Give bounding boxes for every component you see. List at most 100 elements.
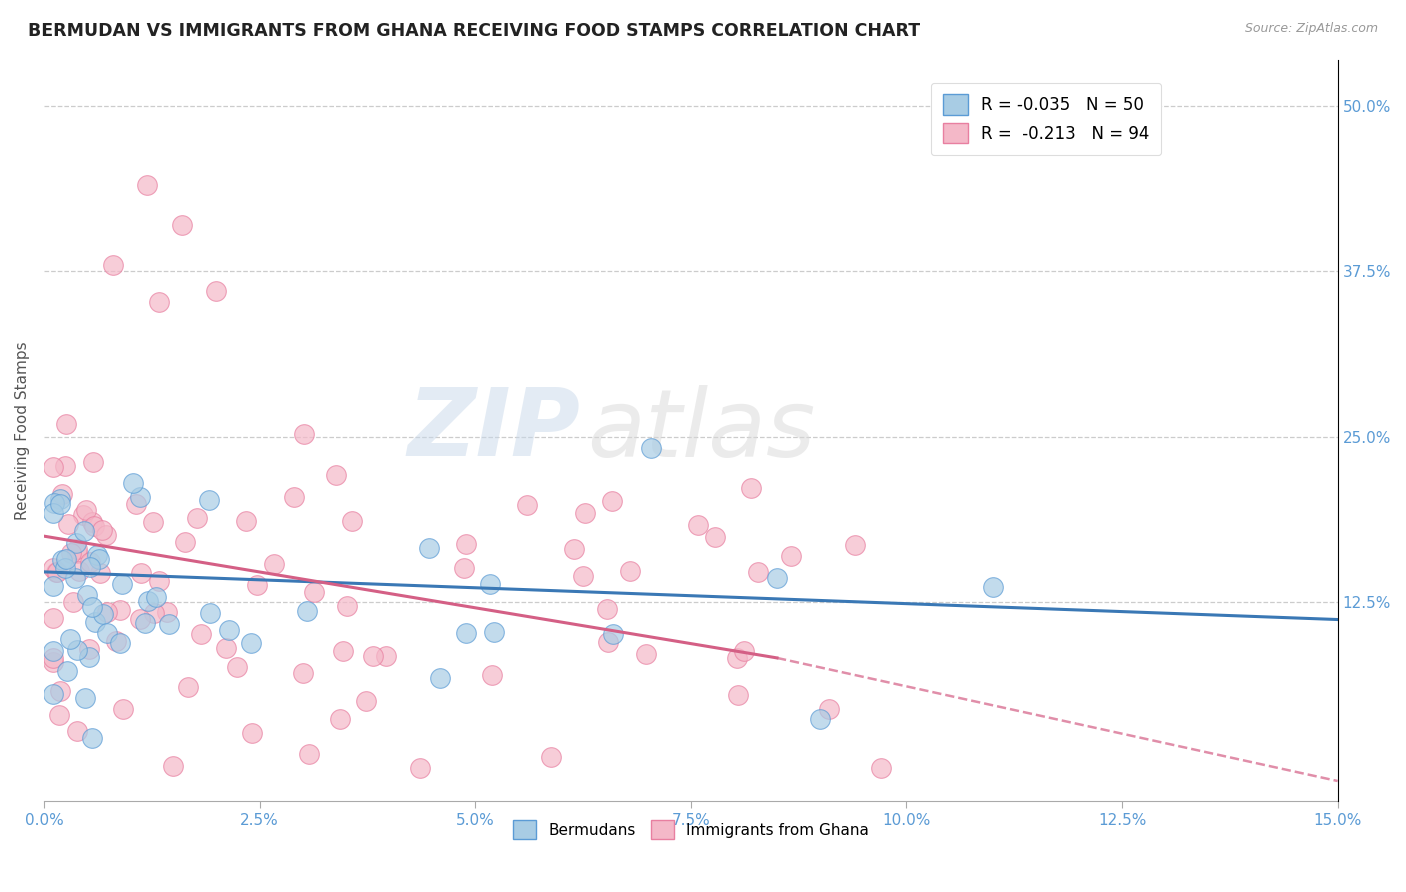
- Point: [640, 442, 662, 456]
- Point: [94, 528, 117, 542]
- Legend: Bermudans, Immigrants from Ghana: Bermudans, Immigrants from Ghana: [506, 814, 875, 845]
- Point: [46, 565, 69, 579]
- Point: [105, 633, 128, 648]
- Point: [218, 624, 240, 638]
- Point: [263, 557, 285, 571]
- Point: [75, 690, 97, 705]
- Point: [55, 561, 77, 575]
- Text: atlas: atlas: [588, 384, 815, 475]
- Point: [361, 649, 384, 664]
- Point: [112, 702, 135, 716]
- Point: [602, 494, 624, 508]
- Point: [136, 178, 159, 193]
- Point: [79, 554, 101, 568]
- Point: [41, 644, 63, 658]
- Point: [170, 218, 193, 232]
- Point: [148, 295, 170, 310]
- Point: [235, 514, 257, 528]
- Point: [225, 660, 247, 674]
- Point: [86, 548, 108, 562]
- Point: [48, 491, 70, 506]
- Point: [41, 579, 63, 593]
- Point: [292, 666, 315, 681]
- Point: [41, 687, 63, 701]
- Point: [540, 750, 562, 764]
- Point: [844, 538, 866, 552]
- Point: [41, 611, 63, 625]
- Point: [145, 591, 167, 605]
- Point: [354, 694, 377, 708]
- Point: [82, 455, 104, 469]
- Point: [90, 523, 112, 537]
- Y-axis label: Receiving Food Stamps: Receiving Food Stamps: [15, 341, 30, 519]
- Point: [766, 571, 789, 585]
- Point: [190, 627, 212, 641]
- Point: [66, 541, 89, 556]
- Point: [283, 491, 305, 505]
- Point: [174, 535, 197, 549]
- Point: [981, 580, 1004, 594]
- Point: [77, 641, 100, 656]
- Point: [53, 458, 76, 473]
- Point: [41, 655, 63, 669]
- Text: BERMUDAN VS IMMIGRANTS FROM GHANA RECEIVING FOOD STAMPS CORRELATION CHART: BERMUDAN VS IMMIGRANTS FROM GHANA RECEIV…: [28, 22, 921, 40]
- Point: [725, 650, 748, 665]
- Point: [91, 607, 114, 621]
- Point: [41, 460, 63, 475]
- Point: [66, 642, 89, 657]
- Point: [454, 626, 477, 640]
- Point: [62, 594, 84, 608]
- Point: [780, 549, 803, 563]
- Point: [56, 664, 79, 678]
- Point: [740, 481, 762, 495]
- Point: [76, 588, 98, 602]
- Point: [329, 712, 352, 726]
- Point: [340, 514, 363, 528]
- Point: [562, 541, 585, 556]
- Point: [67, 564, 90, 578]
- Text: ZIP: ZIP: [408, 384, 581, 476]
- Point: [869, 761, 891, 775]
- Point: [240, 726, 263, 740]
- Point: [418, 541, 440, 555]
- Point: [42, 496, 65, 510]
- Text: Source: ZipAtlas.com: Source: ZipAtlas.com: [1244, 22, 1378, 36]
- Point: [374, 649, 396, 664]
- Point: [55, 551, 77, 566]
- Point: [186, 510, 208, 524]
- Point: [49, 497, 72, 511]
- Point: [128, 490, 150, 504]
- Point: [142, 516, 165, 530]
- Point: [619, 564, 641, 578]
- Point: [747, 566, 769, 580]
- Point: [215, 640, 238, 655]
- Point: [125, 497, 148, 511]
- Point: [65, 571, 87, 585]
- Point: [51, 553, 73, 567]
- Point: [59, 632, 82, 647]
- Point: [239, 636, 262, 650]
- Point: [408, 761, 430, 775]
- Point: [83, 519, 105, 533]
- Point: [335, 599, 357, 613]
- Point: [108, 636, 131, 650]
- Point: [325, 468, 347, 483]
- Point: [516, 499, 538, 513]
- Point: [481, 668, 503, 682]
- Point: [198, 606, 221, 620]
- Point: [72, 508, 94, 522]
- Point: [87, 552, 110, 566]
- Point: [41, 507, 63, 521]
- Point: [246, 578, 269, 592]
- Point: [128, 611, 150, 625]
- Point: [66, 546, 89, 560]
- Point: [733, 644, 755, 658]
- Point: [596, 602, 619, 616]
- Point: [302, 585, 325, 599]
- Point: [80, 515, 103, 529]
- Point: [456, 537, 478, 551]
- Point: [143, 606, 166, 620]
- Point: [60, 546, 83, 560]
- Point: [177, 681, 200, 695]
- Point: [108, 603, 131, 617]
